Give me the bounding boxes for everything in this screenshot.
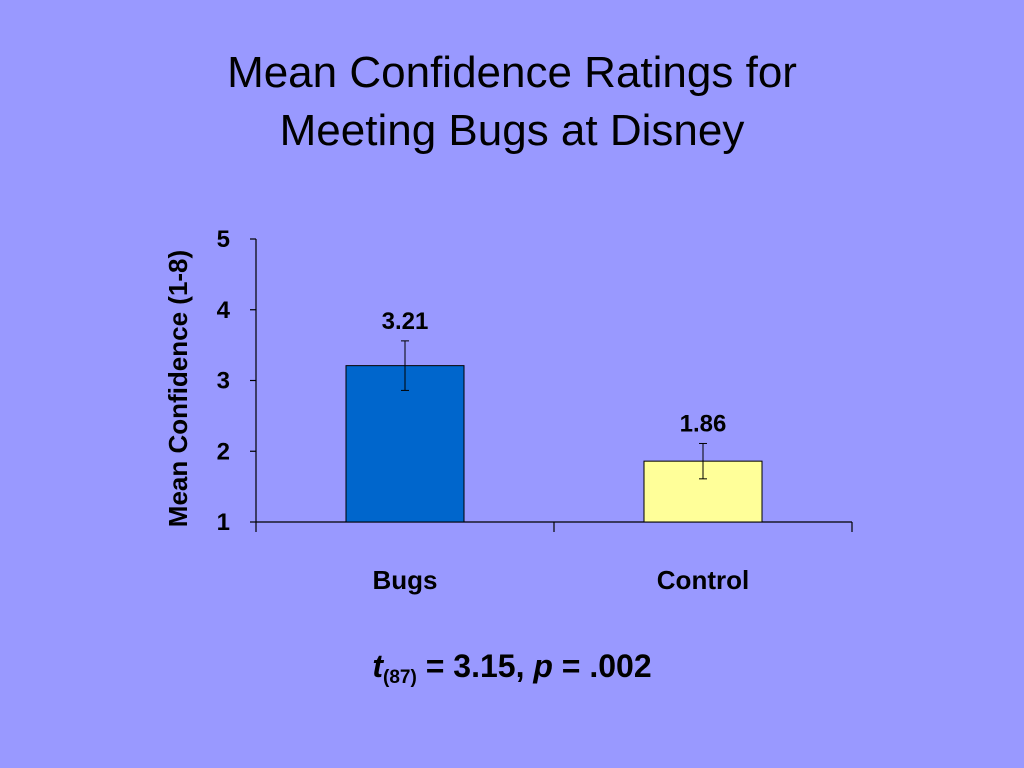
x-category-label-bugs: Bugs — [373, 565, 438, 595]
t-value: = 3.15, — [425, 648, 525, 684]
degrees-of-freedom: (87) — [383, 667, 417, 688]
t-test-result: t(87) = 3.15, p = .002 — [0, 648, 1024, 689]
y-tick-label: 5 — [217, 226, 230, 253]
y-tick-label: 4 — [217, 297, 231, 324]
y-tick-label: 2 — [217, 438, 230, 465]
title-line-1: Mean Confidence Ratings for — [227, 48, 797, 97]
title-line-2: Meeting Bugs at Disney — [279, 106, 745, 155]
data-label-bugs: 3.21 — [382, 308, 429, 335]
chart-labels: 1 2 3 4 5 3.21 Bugs 1.86 Control Mean Confidence … — [163, 226, 749, 595]
y-axis-label: Mean Confidence (1-8) — [163, 250, 193, 527]
chart-bars — [345, 340, 763, 523]
p-symbol: p — [533, 648, 553, 684]
y-tick-label: 1 — [217, 509, 230, 536]
p-value: = .002 — [561, 648, 652, 684]
x-category-label-control: Control — [657, 565, 749, 595]
bar-bugs — [345, 365, 465, 523]
slide-title: Mean Confidence Ratings for Meeting Bugs… — [0, 44, 1024, 160]
data-label-control: 1.86 — [680, 410, 727, 437]
y-tick-label: 3 — [217, 368, 230, 395]
t-symbol: t — [372, 648, 384, 684]
